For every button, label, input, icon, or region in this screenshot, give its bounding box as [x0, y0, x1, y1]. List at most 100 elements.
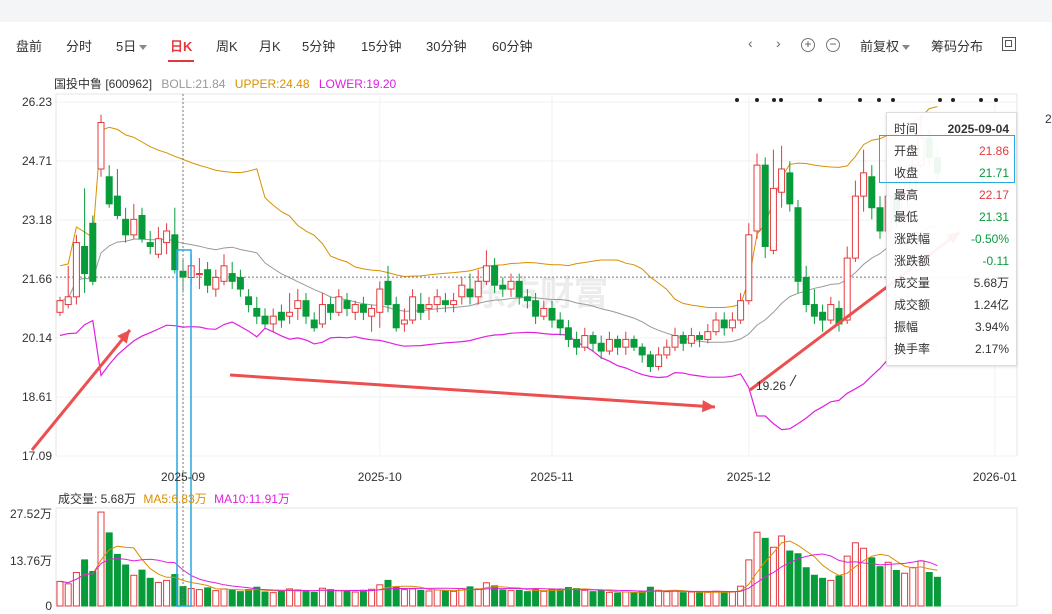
zoom-out-icon[interactable]: −: [826, 38, 840, 52]
tooltip-value: -0.11: [982, 254, 1009, 268]
volume-bar: [704, 591, 712, 607]
volume-bar: [630, 592, 638, 607]
candle-body: [72, 242, 80, 298]
candle-body: [556, 319, 564, 329]
tab-0[interactable]: 盘前: [16, 36, 42, 55]
candle-body: [212, 276, 220, 290]
volume-bar: [605, 591, 613, 607]
fullscreen-icon[interactable]: [1002, 37, 1016, 51]
candle-body: [195, 273, 203, 276]
volume-bar: [614, 592, 622, 607]
candle-body: [851, 195, 859, 259]
volume-bar: [761, 537, 769, 607]
candle-body: [704, 331, 712, 340]
volume-bar: [56, 580, 64, 607]
volume-bar: [884, 561, 892, 607]
tooltip-key: 振幅: [894, 320, 919, 334]
candle-body: [400, 319, 408, 325]
upper-value: UPPER:24.48: [234, 77, 310, 91]
next-icon[interactable]: ›: [776, 35, 781, 51]
candle-body: [384, 280, 392, 306]
tooltip-value: 21.86: [978, 144, 1009, 158]
tooltip-value: 22.17: [978, 188, 1009, 202]
candle-body: [532, 300, 540, 317]
adjust-dropdown[interactable]: 前复权: [860, 36, 911, 55]
volume-ma5-line: [59, 540, 938, 593]
tooltip-row-5: 涨跌额 -0.11: [894, 251, 1009, 271]
event-marker: [994, 98, 998, 102]
candle-body: [64, 296, 72, 306]
tooltip-key: 最高: [894, 188, 919, 202]
tab-3[interactable]: 日K: [167, 36, 195, 62]
candle-body: [819, 311, 827, 321]
tooltip-key: 收盘: [894, 166, 919, 180]
candle-body: [769, 187, 777, 251]
tooltip-key: 最低: [894, 210, 919, 224]
tab-1[interactable]: 分时: [66, 36, 92, 55]
candle-body: [499, 284, 507, 290]
tooltip-row-1: 收盘 21.71: [894, 163, 1009, 183]
volume-bar: [294, 589, 302, 607]
volume-bar: [860, 547, 868, 607]
volume-bar: [548, 588, 556, 607]
tab-7[interactable]: 15分钟: [361, 36, 401, 55]
tab-8[interactable]: 30分钟: [426, 36, 466, 55]
volume-bar: [589, 591, 597, 607]
candle-body: [860, 172, 868, 197]
candle-body: [827, 304, 835, 321]
boll-lower-line: [59, 319, 938, 431]
tab-label: 分时: [66, 39, 93, 54]
candle-body: [204, 269, 212, 286]
candle-body: [343, 300, 351, 309]
volume-bar: [64, 583, 72, 607]
tooltip-row-8: 振幅 3.94%: [894, 317, 1009, 337]
volume-bar: [105, 532, 113, 607]
tab-9[interactable]: 60分钟: [492, 36, 532, 55]
volume-bar: [195, 589, 203, 607]
event-marker: [755, 98, 759, 102]
tooltip-row-7: 成交额 1.24亿: [894, 295, 1009, 315]
volume-bar: [417, 589, 425, 607]
volume-bar: [638, 590, 646, 607]
volume-bar: [868, 557, 876, 607]
event-marker: [979, 98, 983, 102]
candle-body: [728, 319, 736, 329]
tooltip-highlight-box: [879, 135, 1015, 183]
volume-bar: [802, 567, 810, 607]
candle-body: [458, 284, 466, 298]
candle-tooltip: 时间 2025-09-04 开盘 21.86 收盘 21.71 最高 22.17 最低 21.…: [879, 112, 1017, 366]
prev-icon[interactable]: ‹: [748, 35, 753, 51]
volume-bar: [384, 579, 392, 607]
volume-tick-label: 0: [45, 599, 52, 613]
candle-body: [228, 273, 236, 282]
volume-bar: [376, 584, 384, 607]
tab-4[interactable]: 周K: [216, 36, 238, 55]
volume-bar: [646, 586, 654, 607]
volume-bar: [769, 546, 777, 607]
tab-label: 盘前: [16, 39, 43, 54]
candle-body: [523, 296, 531, 302]
candle-body: [671, 335, 679, 348]
volume-tick-label: 27.52万: [10, 507, 52, 521]
candle-body: [269, 315, 277, 325]
candle-body: [573, 338, 581, 348]
tab-5[interactable]: 月K: [259, 36, 281, 55]
tooltip-value: 21.31: [978, 210, 1009, 224]
candle-body: [679, 335, 687, 344]
candle-body: [548, 307, 556, 321]
volume-bar: [655, 589, 663, 607]
candle-body: [646, 354, 654, 368]
volume-legend: 成交量: 5.68万 MA5:6.83万 MA10:11.91万: [58, 490, 294, 507]
volume-bar: [835, 575, 843, 607]
volume-bar: [876, 566, 884, 607]
zoom-in-icon[interactable]: +: [801, 38, 815, 52]
tab-2[interactable]: 5日: [116, 36, 148, 55]
volume-bar: [581, 589, 589, 607]
candle-body: [630, 338, 638, 348]
tab-6[interactable]: 5分钟: [302, 36, 335, 55]
chips-distribution-button[interactable]: 筹码分布: [931, 39, 984, 54]
selected-candle-highlight: [176, 249, 192, 607]
candle-body: [655, 354, 663, 368]
candle-body: [589, 335, 597, 344]
